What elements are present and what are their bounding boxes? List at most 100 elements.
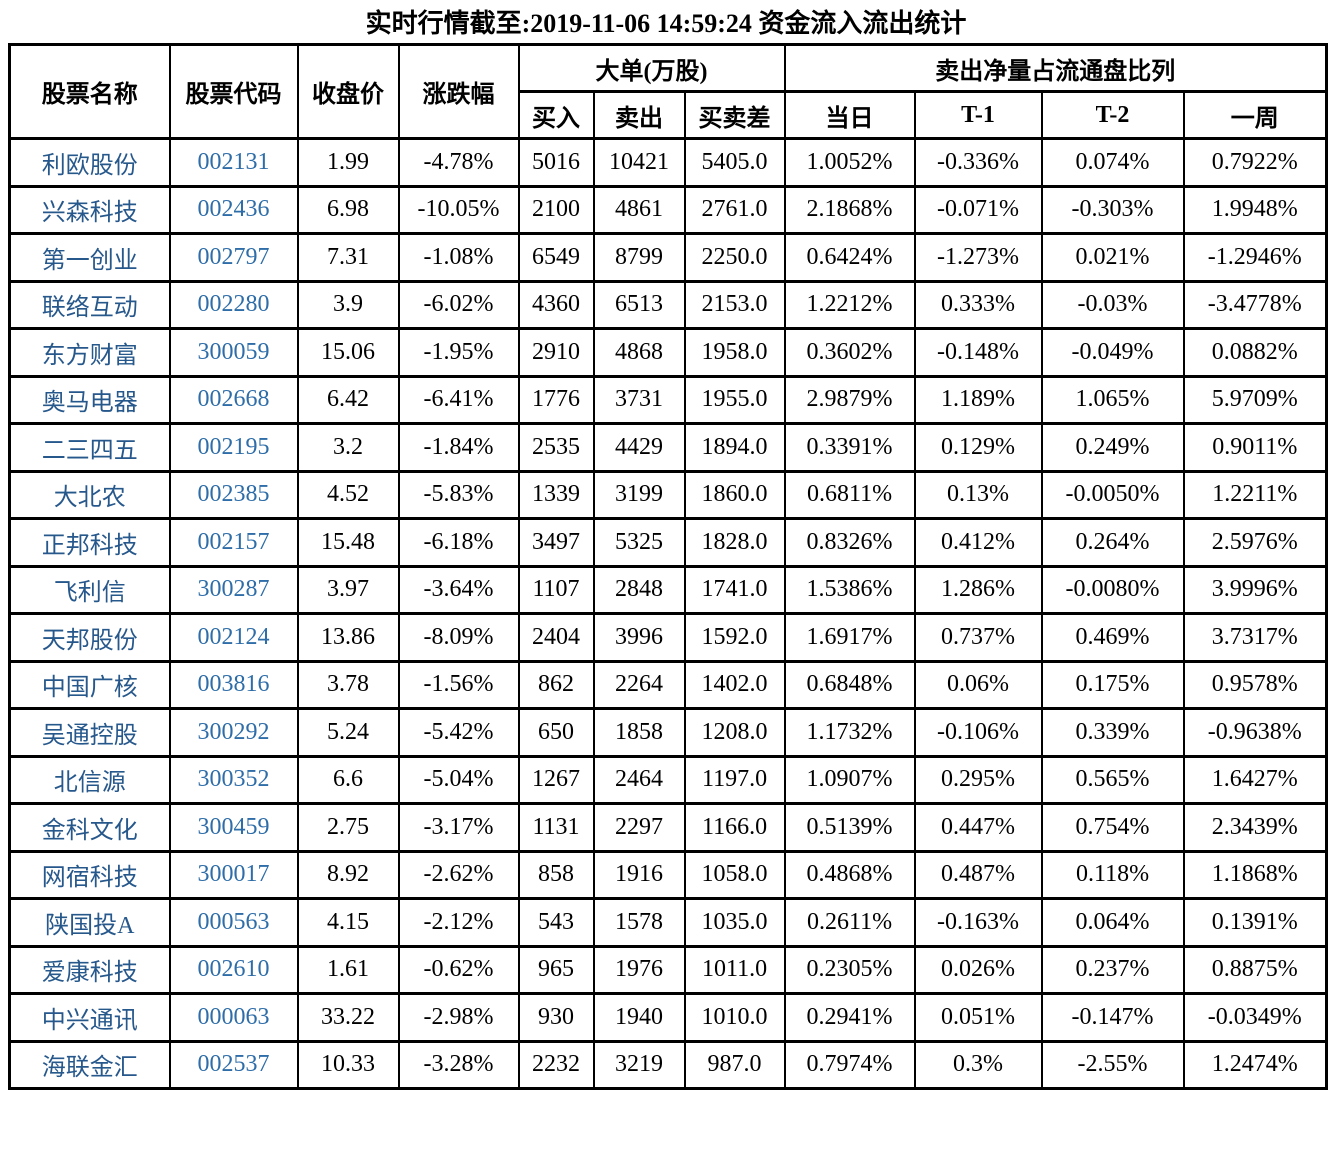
buy-cell: 858 xyxy=(517,849,595,900)
buy-cell: 2910 xyxy=(517,327,595,378)
buy-sell-diff-cell: 2250.0 xyxy=(683,232,786,283)
stock-code-cell: 300287 xyxy=(168,564,299,615)
buy-cell: 1339 xyxy=(517,469,595,520)
table-row: 联络互动 002280 3.9 -6.02% 4360 6513 2153.0 1.2212%… xyxy=(8,279,1328,330)
stock-name-cell: 飞利信 xyxy=(8,564,171,615)
buy-cell: 930 xyxy=(517,992,595,1043)
stock-code-cell: 002280 xyxy=(168,279,299,330)
header-one-week: 一周 xyxy=(1182,90,1328,140)
current-day-cell: 0.4868% xyxy=(783,849,916,900)
table-row: 中兴通讯 000063 33.22 -2.98% 930 1940 1010.0 0.2941… xyxy=(8,992,1328,1043)
table-row: 第一创业 002797 7.31 -1.08% 6549 8799 2250.0 0.6424… xyxy=(8,232,1328,283)
current-day-cell: 1.0907% xyxy=(783,754,916,805)
header-group-large-orders: 大单(万股) xyxy=(517,43,786,93)
sell-cell: 5325 xyxy=(592,517,686,568)
sell-cell: 4861 xyxy=(592,184,686,235)
close-price-cell: 33.22 xyxy=(296,992,400,1043)
buy-sell-diff-cell: 1958.0 xyxy=(683,327,786,378)
change-pct-cell: -3.64% xyxy=(397,564,520,615)
table-row: 东方财富 300059 15.06 -1.95% 2910 4868 1958.0 0.360… xyxy=(8,327,1328,378)
header-t1: T-1 xyxy=(913,90,1043,140)
t2-cell: 0.565% xyxy=(1040,754,1185,805)
stock-name-cell: 二三四五 xyxy=(8,422,171,473)
stock-code-cell: 002131 xyxy=(168,137,299,188)
t2-cell: -0.03% xyxy=(1040,279,1185,330)
stock-code-cell: 002157 xyxy=(168,517,299,568)
stock-name-cell: 金科文化 xyxy=(8,802,171,853)
change-pct-cell: -6.41% xyxy=(397,374,520,425)
t2-cell: -0.0050% xyxy=(1040,469,1185,520)
sell-cell: 1578 xyxy=(592,897,686,948)
stock-code-cell: 300292 xyxy=(168,707,299,758)
table-row: 兴森科技 002436 6.98 -10.05% 2100 4861 2761.0 2.186… xyxy=(8,184,1328,235)
sell-cell: 2297 xyxy=(592,802,686,853)
change-pct-cell: -5.42% xyxy=(397,707,520,758)
change-pct-cell: -3.17% xyxy=(397,802,520,853)
one-week-cell: 2.3439% xyxy=(1182,802,1328,853)
close-price-cell: 3.2 xyxy=(296,422,400,473)
current-day-cell: 0.5139% xyxy=(783,802,916,853)
t1-cell: 0.06% xyxy=(913,659,1043,710)
close-price-cell: 2.75 xyxy=(296,802,400,853)
buy-cell: 1267 xyxy=(517,754,595,805)
close-price-cell: 3.9 xyxy=(296,279,400,330)
one-week-cell: 0.1391% xyxy=(1182,897,1328,948)
close-price-cell: 10.33 xyxy=(296,1039,400,1090)
sell-cell: 3996 xyxy=(592,612,686,663)
t1-cell: 0.051% xyxy=(913,992,1043,1043)
header-t2: T-2 xyxy=(1040,90,1185,140)
stock-name-cell: 中国广核 xyxy=(8,659,171,710)
sell-cell: 1916 xyxy=(592,849,686,900)
header-current-day: 当日 xyxy=(783,90,916,140)
stock-code-cell: 300352 xyxy=(168,754,299,805)
current-day-cell: 1.5386% xyxy=(783,564,916,615)
buy-cell: 1776 xyxy=(517,374,595,425)
close-price-cell: 6.42 xyxy=(296,374,400,425)
buy-cell: 3497 xyxy=(517,517,595,568)
stock-name-cell: 天邦股份 xyxy=(8,612,171,663)
t1-cell: -0.163% xyxy=(913,897,1043,948)
table-row: 网宿科技 300017 8.92 -2.62% 858 1916 1058.0 0.4868%… xyxy=(8,849,1328,900)
buy-sell-diff-cell: 1402.0 xyxy=(683,659,786,710)
sell-cell: 2464 xyxy=(592,754,686,805)
change-pct-cell: -2.62% xyxy=(397,849,520,900)
buy-cell: 4360 xyxy=(517,279,595,330)
t1-cell: 1.286% xyxy=(913,564,1043,615)
t1-cell: -0.148% xyxy=(913,327,1043,378)
sell-cell: 1976 xyxy=(592,944,686,995)
t1-cell: -1.273% xyxy=(913,232,1043,283)
change-pct-cell: -10.05% xyxy=(397,184,520,235)
stock-name-cell: 网宿科技 xyxy=(8,849,171,900)
table-row: 陕国投A 000563 4.15 -2.12% 543 1578 1035.0 0.2611%… xyxy=(8,897,1328,948)
buy-sell-diff-cell: 1035.0 xyxy=(683,897,786,948)
current-day-cell: 0.3391% xyxy=(783,422,916,473)
change-pct-cell: -6.18% xyxy=(397,517,520,568)
sell-cell: 1940 xyxy=(592,992,686,1043)
t2-cell: 0.339% xyxy=(1040,707,1185,758)
buy-sell-diff-cell: 1166.0 xyxy=(683,802,786,853)
one-week-cell: 1.2474% xyxy=(1182,1039,1328,1090)
stock-name-cell: 东方财富 xyxy=(8,327,171,378)
one-week-cell: 0.9011% xyxy=(1182,422,1328,473)
stock-name-cell: 利欧股份 xyxy=(8,137,171,188)
one-week-cell: 0.8875% xyxy=(1182,944,1328,995)
stock-code-cell: 002797 xyxy=(168,232,299,283)
sell-cell: 3219 xyxy=(592,1039,686,1090)
close-price-cell: 3.78 xyxy=(296,659,400,710)
header-buy: 买入 xyxy=(517,90,595,140)
stock-name-cell: 联络互动 xyxy=(8,279,171,330)
change-pct-cell: -1.08% xyxy=(397,232,520,283)
buy-sell-diff-cell: 1010.0 xyxy=(683,992,786,1043)
table-row: 吴通控股 300292 5.24 -5.42% 650 1858 1208.0 1.1732%… xyxy=(8,707,1328,758)
stock-code-cell: 002436 xyxy=(168,184,299,235)
stock-code-cell: 000563 xyxy=(168,897,299,948)
table-row: 爱康科技 002610 1.61 -0.62% 965 1976 1011.0 0.2305%… xyxy=(8,944,1328,995)
one-week-cell: 1.6427% xyxy=(1182,754,1328,805)
t1-cell: 0.737% xyxy=(913,612,1043,663)
buy-cell: 650 xyxy=(517,707,595,758)
table-row: 天邦股份 002124 13.86 -8.09% 2404 3996 1592.0 1.691… xyxy=(8,612,1328,663)
t1-cell: -0.071% xyxy=(913,184,1043,235)
stock-code-cell: 002195 xyxy=(168,422,299,473)
capital-flow-table: 股票名称 股票代码 收盘价 涨跌幅 大单(万股) 卖出净量占流通盘比列 买入 卖… xyxy=(8,43,1329,1090)
buy-sell-diff-cell: 1592.0 xyxy=(683,612,786,663)
